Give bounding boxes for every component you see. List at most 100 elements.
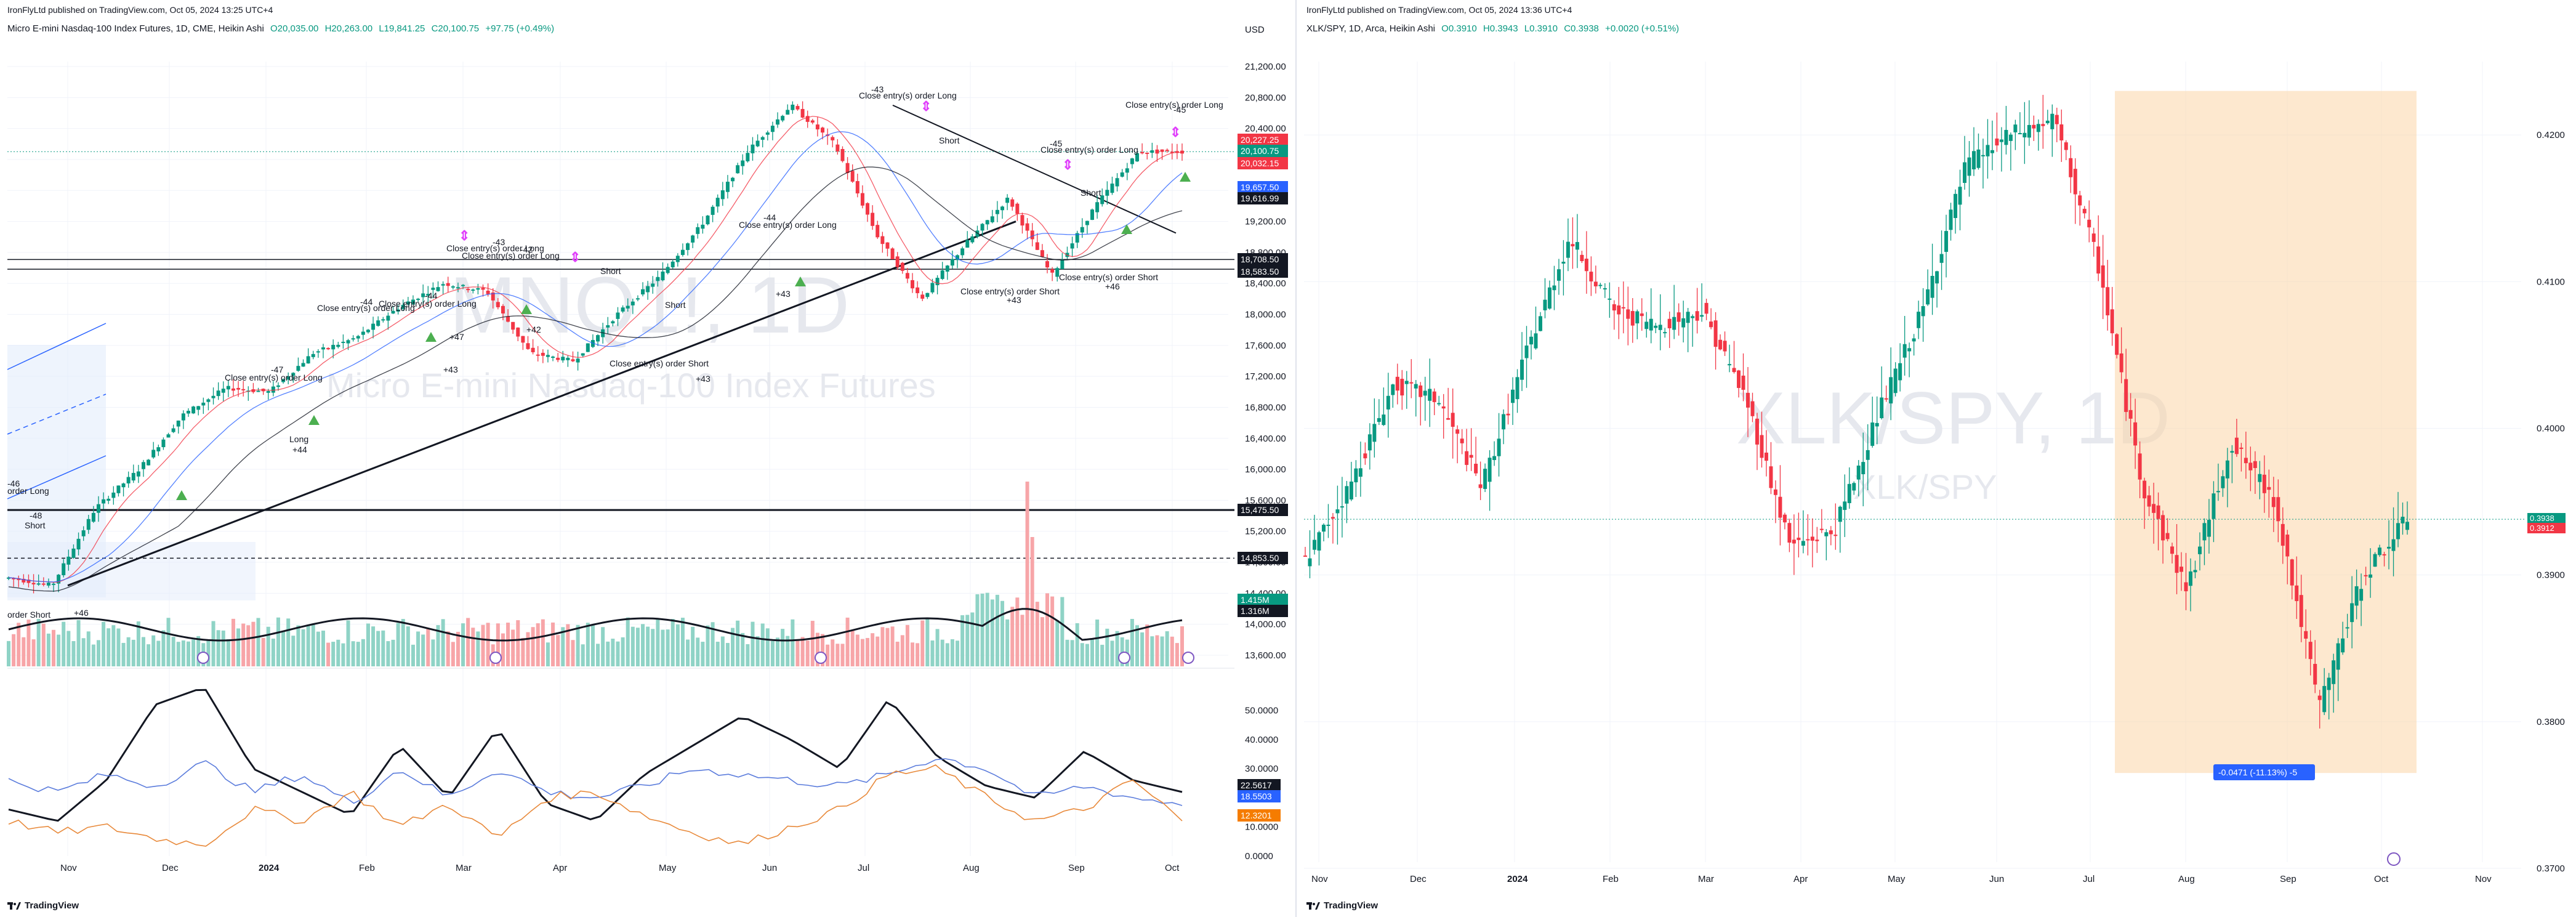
- volume-bar: [571, 640, 575, 666]
- candle-body: [2013, 124, 2018, 132]
- price-badge-label: 1.316M: [1241, 606, 1270, 616]
- candle-body: [916, 287, 920, 294]
- volume-bar: [840, 644, 845, 666]
- candle-body: [1538, 316, 1542, 331]
- volume-bar: [866, 637, 870, 666]
- time-tick-label: Apr: [1793, 874, 1808, 884]
- candle-body: [1810, 536, 1814, 541]
- candle-body: [956, 255, 960, 261]
- candle-body: [1050, 269, 1055, 273]
- volume-bar: [211, 621, 215, 666]
- volume-bar: [1035, 602, 1039, 666]
- volume-bar: [356, 642, 360, 666]
- candle-body: [795, 106, 800, 110]
- candle-body: [1497, 438, 1501, 456]
- candle-body: [551, 357, 555, 358]
- volume-bar: [786, 636, 790, 666]
- watermark-symbol: MNQ1!, 1D: [449, 260, 850, 350]
- volume-bar: [336, 639, 340, 666]
- candle-body: [1801, 541, 1805, 546]
- tv-logo-icon: [1306, 902, 1320, 910]
- candle-body: [635, 298, 640, 300]
- candle-body: [1492, 456, 1497, 461]
- candle-body: [781, 116, 785, 121]
- strategy-annotation: Close entry(s) order Long: [1125, 100, 1223, 110]
- candle-body: [2197, 546, 2202, 554]
- candle-body: [2221, 476, 2225, 488]
- candle-body: [1419, 385, 1423, 397]
- strategy-annotation: Close entry(s) order Long: [446, 243, 544, 253]
- volume-bar: [1055, 620, 1060, 666]
- volume-bar: [346, 620, 350, 666]
- price-badge-label: 19,616.99: [1241, 193, 1279, 203]
- strategy-annotation: Short: [600, 266, 621, 276]
- candle-body: [1354, 468, 1358, 483]
- candle-body: [1414, 384, 1418, 389]
- right-chart-canvas[interactable]: 0.4200 0.4100 0.4000 0.3900 0.3800 0.3700 Nov D…: [1299, 0, 2576, 917]
- volume-bar: [1045, 593, 1050, 666]
- candle-body: [2193, 570, 2197, 573]
- candle-body: [1737, 370, 1741, 388]
- volume-bar: [136, 621, 140, 666]
- candle-body: [686, 243, 690, 250]
- volume-bar: [191, 639, 196, 666]
- candle-body: [2396, 523, 2401, 539]
- volume-bar: [970, 612, 975, 666]
- volume-bar: [331, 642, 336, 666]
- candle-body: [1075, 233, 1079, 243]
- candle-body: [1460, 438, 1464, 443]
- volume-bar: [111, 625, 116, 666]
- volume-bar: [241, 623, 246, 666]
- volume-bar: [1175, 643, 1179, 666]
- tradingview-logo-right[interactable]: TradingView: [1306, 900, 1378, 911]
- candle-body: [691, 235, 695, 243]
- volume-bar: [51, 629, 55, 666]
- strategy-annotation: Close entry(s) order Long: [225, 373, 323, 382]
- volume-bar: [755, 636, 760, 666]
- candle-body: [2032, 124, 2036, 129]
- volume-bar: [496, 623, 500, 666]
- candle-body: [751, 144, 755, 153]
- volume-bar: [710, 622, 715, 666]
- candle-body: [1571, 244, 1575, 246]
- candle-body: [1792, 539, 1796, 544]
- candle-body: [1140, 151, 1145, 153]
- left-chart-canvas[interactable]: 21,200.0020,800.0020,400.0020,000.0019,6…: [0, 0, 1293, 917]
- osc-badge-label: 22.5617: [1241, 780, 1272, 790]
- volume-bar: [611, 639, 615, 666]
- ohlc-close: C20,100.75: [431, 23, 480, 34]
- candle-body: [1312, 539, 1316, 550]
- candle-body: [471, 289, 475, 291]
- candle-body: [1451, 413, 1455, 427]
- candle-body: [1626, 309, 1630, 319]
- volume-bar: [22, 637, 26, 666]
- tradingview-logo[interactable]: TradingView: [7, 900, 79, 911]
- symbol-legend[interactable]: Micro E-mini Nasdaq-100 Index Futures, 1…: [7, 23, 558, 34]
- candle-body: [2008, 134, 2013, 141]
- candle-body: [2133, 422, 2138, 446]
- time-tick-label: Jun: [762, 863, 777, 873]
- candle-body: [2106, 287, 2110, 316]
- candle-body: [171, 428, 175, 432]
- candle-body: [1115, 178, 1119, 187]
- volume-bar: [526, 632, 530, 666]
- candle-body: [86, 519, 91, 530]
- candle-body: [1843, 501, 1847, 511]
- candle-body: [920, 294, 925, 299]
- volume-bar: [985, 592, 989, 666]
- candle-body: [1437, 403, 1441, 405]
- candle-body: [2147, 495, 2151, 507]
- osc-badge: [1238, 790, 1281, 802]
- volume-bar: [635, 628, 640, 666]
- volume-bar: [746, 644, 750, 666]
- symbol-legend-right[interactable]: XLK/SPY, 1D, Arca, Heikin Ashi O0.3910 H…: [1306, 23, 1683, 34]
- candle-body: [1070, 243, 1074, 249]
- volume-bar: [940, 639, 944, 666]
- price-badge-label: 19,657.50: [1241, 182, 1279, 192]
- volume-bar: [151, 635, 156, 666]
- time-tick-label: Sep: [2280, 874, 2296, 884]
- volume-bar: [805, 640, 810, 666]
- candle-body: [301, 363, 305, 367]
- candle-body: [291, 373, 296, 376]
- candle-body: [670, 261, 675, 268]
